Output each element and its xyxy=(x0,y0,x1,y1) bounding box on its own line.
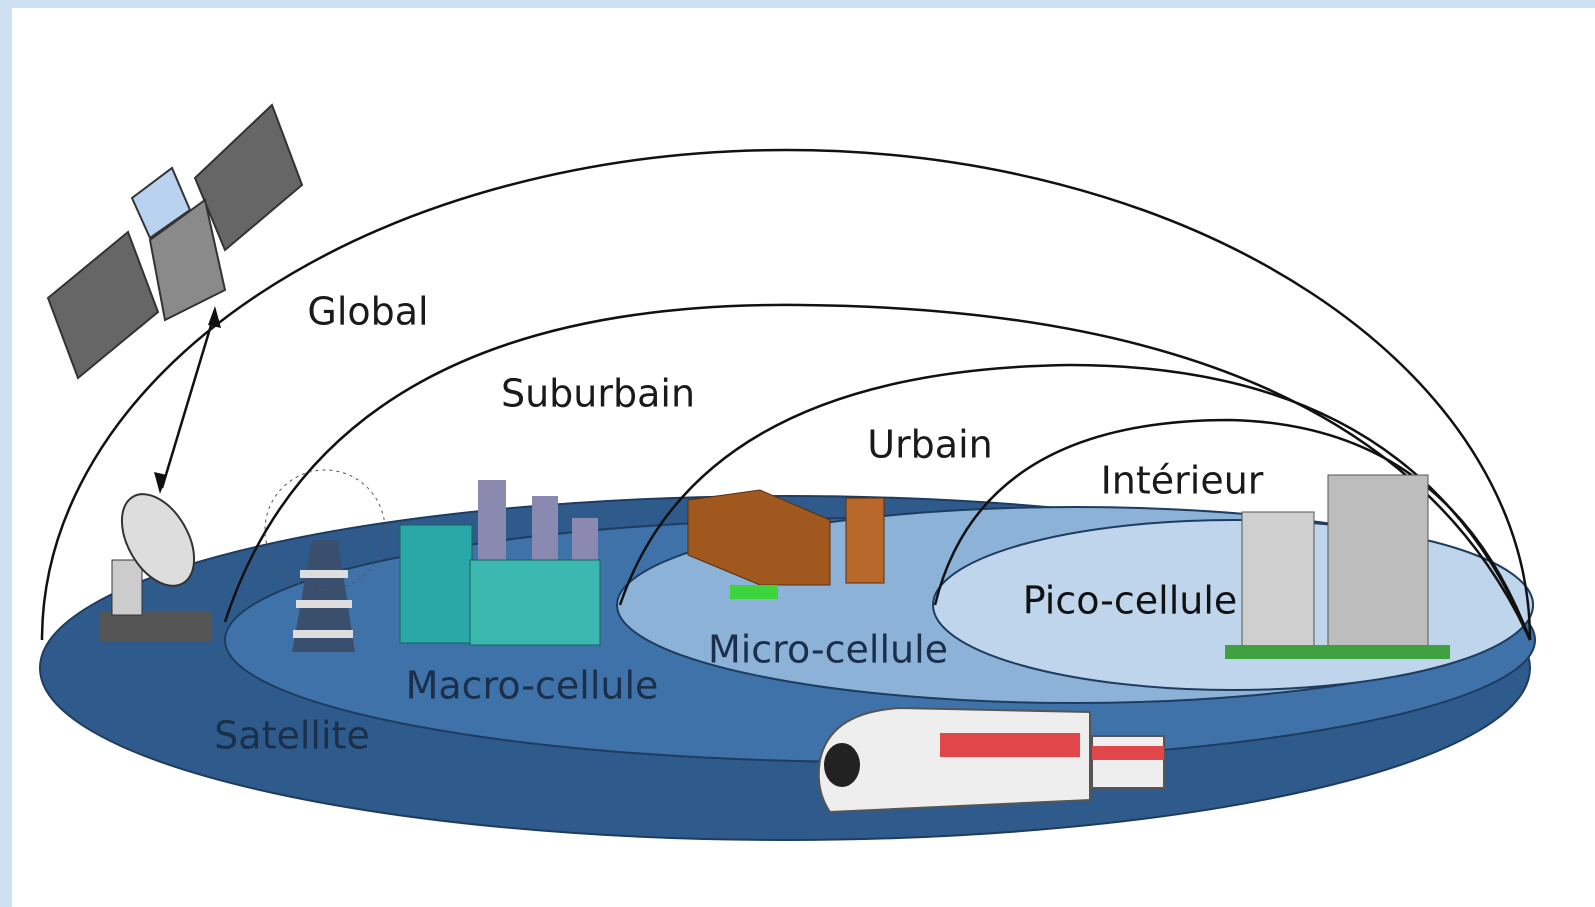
diagram: Global Suburbain Urbain Intérieur Satell… xyxy=(0,0,1595,907)
floor-label: Pico-cellule xyxy=(1023,579,1238,623)
zone-label: Global xyxy=(307,290,428,334)
floor-label: Macro-cellule xyxy=(406,664,659,708)
zone-label: Urbain xyxy=(867,423,993,467)
zone-label: Suburbain xyxy=(501,372,695,416)
floor-label: Micro-cellule xyxy=(708,628,948,672)
floor-label: Satellite xyxy=(214,714,370,758)
zone-label: Intérieur xyxy=(1101,459,1264,503)
